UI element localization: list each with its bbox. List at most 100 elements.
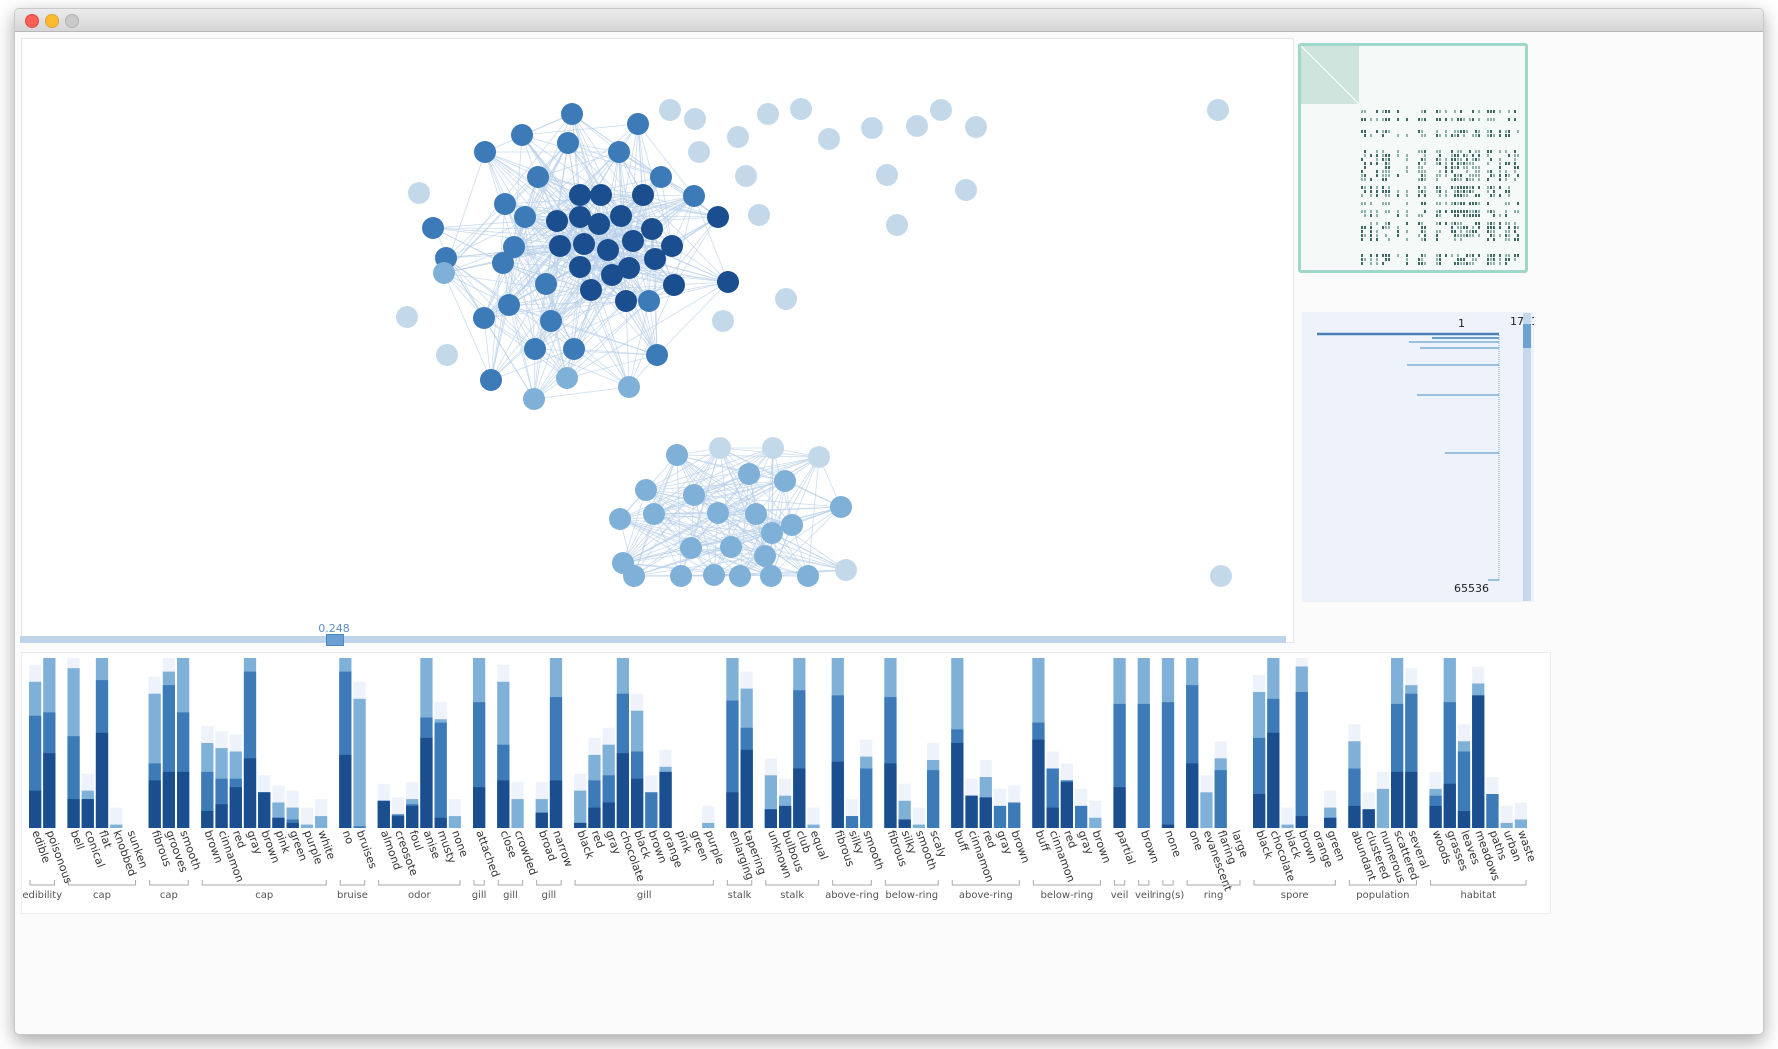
attribute-bar[interactable] (229, 787, 242, 828)
attribute-bar[interactable] (1060, 782, 1073, 828)
attribute-bar[interactable] (434, 817, 447, 828)
attribute-bar[interactable] (1514, 819, 1527, 829)
graph-node[interactable] (738, 463, 760, 485)
graph-node[interactable] (659, 99, 681, 121)
attribute-bar[interactable] (29, 790, 42, 828)
graph-node[interactable] (709, 437, 731, 459)
attribute-bar[interactable] (110, 807, 123, 828)
adjacency-matrix-overview[interactable] (1298, 43, 1528, 273)
attribute-bar[interactable] (177, 771, 190, 828)
attribute-bar[interactable] (339, 754, 352, 828)
graph-node[interactable] (563, 338, 585, 360)
attribute-bar[interactable] (300, 807, 313, 828)
attribute-bar[interactable] (1281, 807, 1294, 828)
attribute-bar[interactable] (884, 763, 897, 828)
attribute-bar[interactable] (243, 758, 257, 828)
attribute-bar[interactable] (535, 812, 548, 828)
attribute-bar[interactable] (993, 805, 1007, 828)
attribute-bar[interactable] (43, 753, 56, 828)
graph-node[interactable] (641, 218, 663, 240)
graph-node[interactable] (527, 166, 549, 188)
graph-node[interactable] (886, 214, 908, 236)
graph-node[interactable] (408, 182, 430, 204)
close-window-button[interactable] (25, 14, 39, 28)
graph-node[interactable] (661, 235, 683, 257)
attribute-bar-charts[interactable]: ediblepoisonousedibilitybellconicalflatk… (22, 653, 1550, 913)
graph-node[interactable] (808, 446, 830, 468)
graph-node[interactable] (514, 206, 536, 228)
attribute-bar[interactable] (1472, 695, 1485, 828)
graph-node[interactable] (955, 179, 977, 201)
graph-node[interactable] (473, 307, 495, 329)
graph-node[interactable] (720, 536, 742, 558)
attribute-bar[interactable] (1046, 807, 1059, 828)
attribute-bar[interactable] (549, 780, 563, 828)
attribute-bar[interactable] (1391, 771, 1404, 828)
attribute-bar[interactable] (965, 795, 978, 828)
minimize-window-button[interactable] (45, 14, 59, 28)
attribute-bar[interactable] (286, 822, 299, 828)
graph-node[interactable] (588, 213, 610, 235)
graph-node[interactable] (790, 98, 812, 120)
attribute-bar[interactable] (659, 771, 672, 828)
graph-node[interactable] (569, 206, 591, 228)
graph-node[interactable] (717, 271, 739, 293)
graph-node[interactable] (615, 290, 637, 312)
slider-track[interactable] (20, 636, 1286, 643)
attribute-bar[interactable] (807, 824, 820, 828)
graph-node[interactable] (797, 565, 819, 587)
graph-node[interactable] (754, 545, 776, 567)
histogram-scrollbar[interactable] (1523, 313, 1531, 601)
attribute-bar[interactable] (1200, 792, 1213, 828)
graph-node[interactable] (1207, 99, 1229, 121)
attribute-bar[interactable] (201, 811, 214, 828)
attribute-bar[interactable] (110, 824, 123, 828)
graph-node[interactable] (684, 108, 706, 130)
attribute-bar[interactable] (807, 807, 820, 828)
graph-node[interactable] (561, 103, 583, 125)
attribute-bar[interactable] (1348, 805, 1361, 828)
graph-node[interactable] (590, 184, 612, 206)
graph-node[interactable] (573, 233, 595, 255)
attribute-bar[interactable] (511, 799, 524, 828)
attribute-bar[interactable] (497, 780, 510, 828)
attribute-bar[interactable] (434, 722, 447, 828)
attribute-bar[interactable] (473, 787, 486, 828)
attribute-bar[interactable] (912, 807, 925, 828)
graph-node[interactable] (781, 514, 803, 536)
graph-node[interactable] (492, 252, 514, 274)
attribute-bar[interactable] (67, 799, 80, 828)
graph-node[interactable] (597, 239, 619, 261)
attribute-bar[interactable] (1457, 811, 1471, 828)
threshold-slider[interactable]: 0.248 (20, 622, 1290, 648)
attribute-bar[interactable] (631, 778, 644, 828)
attribute-bar[interactable] (1295, 692, 1308, 828)
attribute-bar[interactable] (1324, 817, 1337, 828)
graph-node[interactable] (618, 257, 640, 279)
graph-node[interactable] (436, 344, 458, 366)
attribute-bar[interactable] (1429, 805, 1442, 828)
attribute-bar[interactable] (315, 816, 328, 828)
graph-node[interactable] (643, 503, 665, 525)
graph-node[interactable] (549, 235, 571, 257)
graph-node[interactable] (774, 470, 796, 492)
attribute-bar[interactable] (81, 799, 94, 828)
graph-node[interactable] (646, 344, 668, 366)
graph-node[interactable] (818, 128, 840, 150)
graph-node[interactable] (745, 503, 767, 525)
attribute-bar[interactable] (1362, 809, 1375, 828)
attribute-bar[interactable] (215, 804, 228, 828)
attribute-bar[interactable] (702, 822, 715, 828)
attribute-bar[interactable] (1008, 802, 1021, 829)
attribute-bar[interactable] (616, 753, 629, 828)
attribute-bar[interactable] (300, 824, 313, 828)
attribute-bar[interactable] (574, 822, 587, 828)
attribute-bar[interactable] (353, 826, 366, 828)
graph-node[interactable] (546, 210, 568, 232)
attribute-bar[interactable] (1032, 739, 1045, 828)
attribute-bar[interactable] (1376, 788, 1389, 828)
graph-node[interactable] (683, 484, 705, 506)
graph-node[interactable] (569, 184, 591, 206)
attribute-bar[interactable] (258, 792, 271, 828)
attribute-bar[interactable] (645, 792, 658, 828)
